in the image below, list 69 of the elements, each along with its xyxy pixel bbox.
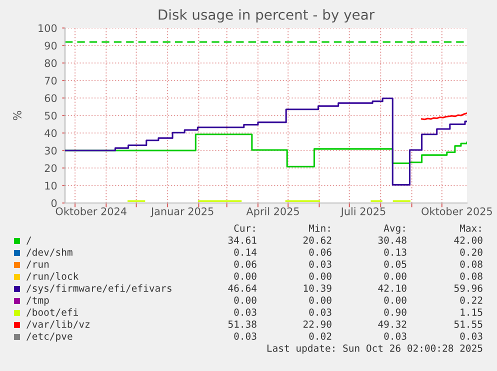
text: 0.00 <box>309 272 332 280</box>
text: 10.39 <box>304 284 332 292</box>
text: 0.00 <box>234 272 256 280</box>
y-tick-label: 50 <box>44 112 57 120</box>
text: 0.14 <box>234 248 257 256</box>
text: Avg: <box>384 224 405 234</box>
y-tick-label: 20 <box>44 164 57 172</box>
text: 20.62 <box>303 236 332 244</box>
text: 0.22 <box>460 296 482 304</box>
text: 0.90 <box>384 308 406 316</box>
text: 59.96 <box>454 284 482 292</box>
text: 1.15 <box>460 308 482 316</box>
text: 0.03 <box>309 308 332 316</box>
legend-label: /run/lock <box>26 272 79 281</box>
text: 0.06 <box>309 248 332 256</box>
text: Min: <box>308 224 330 232</box>
text: 51.38 <box>228 320 256 328</box>
line-series <box>421 112 467 120</box>
y-tick-label: 40 <box>44 129 57 138</box>
text: Last update: Sun Oct 26 02:00:28 2025 <box>267 344 482 354</box>
legend-label: /var/lib/vz <box>26 320 90 329</box>
text: 0.00 <box>234 296 256 304</box>
y-tick-label: 90 <box>44 42 57 50</box>
text: 0.13 <box>384 248 406 256</box>
text: 0.03 <box>384 332 406 340</box>
y-tick-label: 70 <box>44 76 57 85</box>
text: 0.03 <box>234 308 256 316</box>
text: 0.00 <box>384 296 406 304</box>
text: 34.61 <box>228 236 256 244</box>
chart-title: Disk usage in percent - by year <box>158 9 375 23</box>
x-tick-label: Januar 2025 <box>150 207 214 218</box>
text: 49.32 <box>378 320 406 328</box>
y-tick-label: 0 <box>51 199 57 208</box>
text: Max: <box>460 224 481 232</box>
text: 0.00 <box>384 272 406 280</box>
y-tick-label: 100 <box>38 24 57 32</box>
text: 42.00 <box>454 236 482 244</box>
legend-label: /boot/efi <box>26 308 78 317</box>
x-tick-label: Juli 2025 <box>340 207 386 218</box>
text: 42.10 <box>378 284 406 292</box>
text: 0.03 <box>460 332 482 340</box>
legend-label: /run <box>26 260 49 269</box>
text: Cur: <box>234 224 255 232</box>
text: 0.20 <box>460 248 482 256</box>
legend-label: /tmp <box>26 296 49 306</box>
text: 0.06 <box>234 260 256 268</box>
y-axis-title: % <box>13 110 22 120</box>
text: 30.48 <box>378 236 406 244</box>
y-tick-label: 60 <box>44 94 57 102</box>
y-tick-label: 80 <box>44 59 57 68</box>
x-tick-label: April 2025 <box>246 207 299 218</box>
text: 0.08 <box>460 272 482 280</box>
x-tick-label: Oktober 2025 <box>422 207 492 216</box>
y-tick-label: 30 <box>44 146 57 155</box>
text: 0.08 <box>460 260 482 268</box>
text: 0.05 <box>384 260 406 268</box>
legend-label: /sys/firmware/efi/efivars <box>26 284 172 294</box>
text: 0.03 <box>309 260 332 268</box>
text: 51.55 <box>454 320 482 328</box>
text: 46.64 <box>228 284 257 292</box>
legend-label: / <box>26 236 32 245</box>
text: 0.02 <box>309 332 332 340</box>
legend-label: /dev/shm <box>26 248 72 257</box>
text: 22.90 <box>303 320 332 328</box>
y-tick-label: 10 <box>45 182 57 190</box>
text: 0.00 <box>309 296 332 304</box>
legend-label: /etc/pve <box>26 332 72 342</box>
x-tick-label: Oktober 2024 <box>56 207 126 216</box>
text: 0.03 <box>234 332 256 340</box>
